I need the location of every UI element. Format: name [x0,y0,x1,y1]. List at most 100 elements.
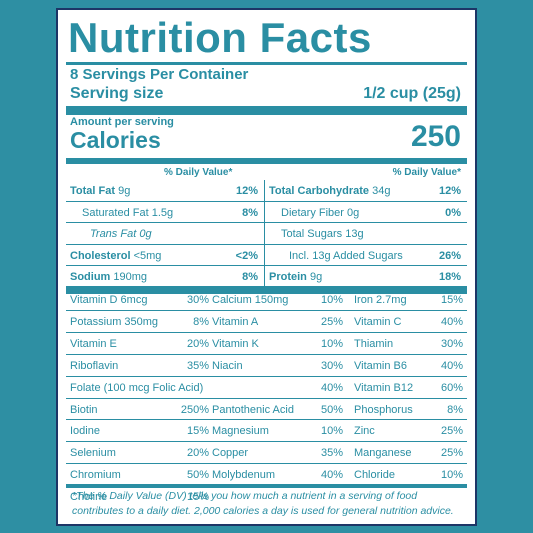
nutrient-row: Dietary Fiber 0g [281,202,359,224]
vitamin-daily-value: 30% [320,359,343,372]
vitamin-name: Choline [70,491,108,504]
nutrient-row-divider [66,243,264,245]
nutrient-amount: 9g [306,271,323,284]
vitamin-row-divider [66,441,467,443]
vitamin-row-divider [66,419,467,421]
nutrient-amount: 9g [115,185,131,197]
vitamin-row-divider [66,309,467,311]
vitamin-name: Vitamin D 6mcg [70,294,148,306]
vitamin-daily-value: 8% [193,315,209,328]
vitamin-name: Vitamin B12 [354,381,414,394]
vitamin-daily-value: 40% [320,469,343,482]
nutrient-row-divider [66,265,264,267]
nutrient-row: Total Fat 9g [70,180,130,202]
vitamin-row-divider [66,397,467,399]
daily-value-footnote: *The % Daily Value (DV) tells you how mu… [72,490,454,517]
nutrients-divider [66,286,467,294]
nutrient-row: Incl. 13g Added Sugars [289,245,403,267]
nutrition-label: Nutrition Facts 8 Servings Per Container… [56,8,477,526]
vitamin-daily-value: 40% [440,359,463,372]
nutrient-row-divider [265,243,467,245]
vitamin-name: Vitamin B6 [354,359,407,372]
nutrient-daily-value: 12% [235,185,258,197]
vitamin-name: Pantothenic Acid [212,403,294,416]
nutrient-amount: 0g [343,206,360,219]
nutrient-daily-value: 8% [242,206,258,219]
vitamin-name: Iron 2.7mg [354,294,407,306]
nutrient-daily-value: <2% [235,249,258,262]
nutrient-name: Dietary Fiber [281,206,344,219]
vitamin-daily-value: 20% [186,447,209,460]
nutrient-name: Total Carbohydrate [269,185,370,197]
nutrient-amount: 34g [369,185,391,197]
nutrient-name: Total Fat [70,185,116,197]
vitamin-row-divider [66,353,467,355]
vitamin-name: Vitamin E [70,337,117,350]
nutrient-amount: <5mg [130,249,162,262]
vitamin-daily-value: 20% [186,337,209,350]
vitamin-name: Chloride [354,469,395,482]
vitamin-daily-value: 60% [440,381,463,394]
vitamin-name: Niacin [212,359,243,372]
nutrient-daily-value: 18% [438,271,461,284]
vitamin-name: Copper [212,447,249,460]
vitamin-row-divider [66,331,467,333]
daily-value-header-right: % Daily Value* [392,167,461,178]
vitamin-name: Selenium [70,447,116,460]
nutrient-row-divider [66,200,264,202]
nutrient-row-divider [66,222,264,224]
vitamin-name: Biotin [70,403,98,416]
vitamin-daily-value: 50% [320,403,343,416]
vitamin-daily-value: 10% [320,337,343,350]
nutrient-daily-value: 0% [445,206,461,219]
nutrition-label-content: Nutrition Facts 8 Servings Per Container… [66,10,467,524]
nutrient-row: Saturated Fat 1.5g [82,202,173,224]
nutrient-name: Incl. 13g Added Sugars [289,249,403,262]
serving-size-label: Serving size [70,85,164,102]
vitamin-daily-value: 10% [440,469,463,482]
nutrient-daily-value: 12% [438,185,461,197]
serving-size-value: 1/2 cup (25g) [363,85,461,102]
vitamin-name: Manganese [354,447,412,460]
calories-label: Calories [70,127,161,153]
nutrient-daily-value: 26% [438,249,461,262]
nutrient-name: Sodium [70,271,111,284]
vitamin-daily-value: 15% [186,491,209,504]
footnote-divider [66,484,467,488]
vitamin-daily-value: 40% [440,315,463,328]
label-title: Nutrition Facts [68,14,372,61]
nutrient-row: Trans Fat 0g [90,223,152,245]
daily-value-header-left: % Daily Value* [164,167,233,178]
title-divider [66,62,467,65]
nutrient-name: Trans Fat [90,228,137,241]
nutrient-name: Total Sugars [281,228,343,241]
vitamin-name: Vitamin A [212,315,259,328]
nutrient-row: Total Sugars 13g [281,223,364,245]
vitamin-daily-value: 50% [186,469,209,482]
vitamin-name: Iodine [70,425,100,438]
vitamin-daily-value: 25% [440,447,463,460]
vitamin-name: Chromium [70,469,121,482]
nutrient-row: Total Carbohydrate 34g [269,180,390,202]
amount-per-serving: Amount per serving [70,116,174,128]
vitamin-daily-value: 15% [186,425,209,438]
vitamin-row-divider [66,463,467,465]
nutrient-name: Cholesterol [70,249,131,262]
nutrient-amount: 13g [342,228,364,241]
vitamin-daily-value: 8% [447,403,463,416]
nutrient-name: Saturated Fat [82,206,149,219]
vitamin-name: Vitamin C [354,315,402,328]
vitamin-name: Riboflavin [70,359,119,372]
vitamin-name: Molybdenum [212,469,275,482]
vitamin-name: Magnesium [212,425,269,438]
calories-divider [66,158,467,164]
nutrient-amount: 1.5g [148,206,174,219]
vitamin-daily-value: 30% [186,294,209,306]
vitamin-daily-value: 10% [320,294,343,306]
nutrient-column-separator [264,180,265,286]
serving-divider [66,106,467,115]
vitamin-name: Calcium 150mg [212,294,289,306]
nutrient-name: Protein [269,271,307,284]
nutrient-row-divider [265,222,467,224]
vitamin-name: Potassium 350mg [70,315,159,328]
